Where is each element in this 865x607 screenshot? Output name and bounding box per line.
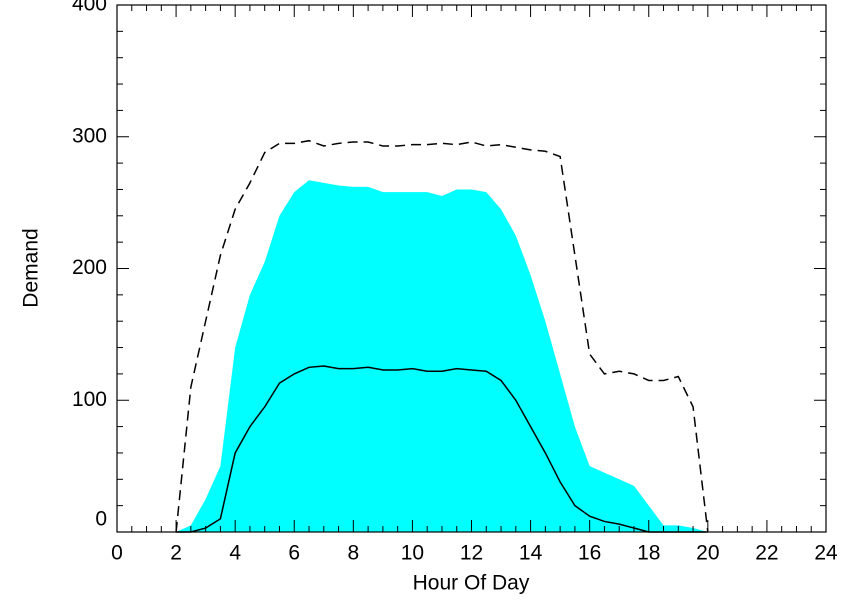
x-tick-label: 0 — [111, 542, 123, 565]
x-tick-label: 12 — [460, 542, 483, 565]
x-tick-label: 10 — [401, 542, 424, 565]
x-tick-label: 16 — [578, 542, 601, 565]
area — [176, 180, 708, 533]
x-tick-label: 22 — [755, 542, 778, 565]
x-tick-label: 2 — [170, 542, 182, 565]
x-axis-label: Hour Of Day — [413, 572, 530, 595]
x-tick-label: 6 — [288, 542, 300, 565]
line — [176, 365, 708, 533]
y-tick-label: 0 — [95, 508, 107, 531]
y-axis-label: Demand — [20, 228, 43, 307]
x-tick-label: 14 — [519, 542, 543, 565]
y-tick-label: 100 — [72, 388, 107, 411]
x-tick-label: 4 — [229, 542, 241, 565]
x-tick-label: 20 — [696, 542, 719, 565]
y-tick-label: 400 — [72, 0, 107, 16]
x-tick-label: 24 — [814, 542, 838, 565]
x-tick-label: 8 — [347, 542, 359, 565]
y-tick-label: 300 — [72, 124, 107, 147]
y-tick-label: 200 — [72, 256, 107, 279]
dashed-line — [175, 139, 709, 533]
x-tick-label: 18 — [637, 542, 660, 565]
